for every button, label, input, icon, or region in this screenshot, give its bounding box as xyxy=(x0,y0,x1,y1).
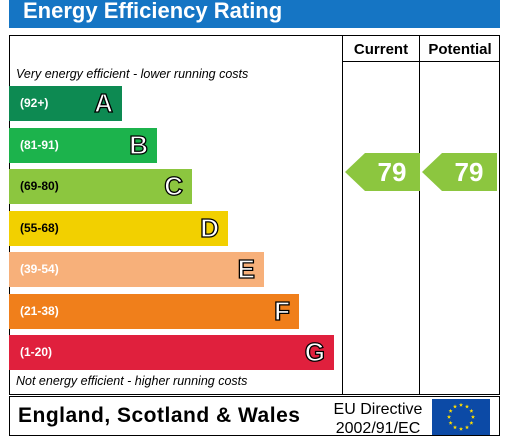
eu-directive: EU Directive 2002/91/EC xyxy=(330,400,426,438)
current-rating-value: 79 xyxy=(377,157,407,187)
eu-star-icon xyxy=(469,408,474,413)
rating-bar-range: (69-80) xyxy=(20,179,59,193)
rating-bar-letter: A xyxy=(94,87,114,118)
current-rating-pointer: 79 xyxy=(345,153,420,191)
eu-star-icon xyxy=(452,425,458,430)
eu-star-icon xyxy=(464,425,470,430)
eu-star-icon xyxy=(458,426,464,431)
rating-bar-letter: B xyxy=(129,129,149,160)
bottom-note: Not energy efficient - higher running co… xyxy=(16,374,248,388)
rating-bar-letter: G xyxy=(304,336,326,367)
rating-bar-range: (1-20) xyxy=(20,345,53,359)
header-underline xyxy=(343,61,500,62)
column-potential-header: Potential xyxy=(428,41,492,58)
rating-bar-letter: C xyxy=(164,170,184,201)
chart-title: Energy Efficiency Rating xyxy=(9,0,500,28)
eu-star-icon xyxy=(448,420,453,425)
rating-bar-g: (1-20) G xyxy=(9,335,334,370)
rating-bar-letter: F xyxy=(273,295,290,326)
rating-bar-range: (92+) xyxy=(20,96,49,110)
eu-directive-line1: EU Directive xyxy=(333,401,423,418)
rating-bar-b: (81-91) B xyxy=(9,127,157,163)
divider-current xyxy=(342,35,343,395)
rating-bar-range: (55-68) xyxy=(20,220,59,235)
eu-star-icon xyxy=(448,408,453,413)
divider-potential xyxy=(419,35,420,395)
potential-rating-pointer: 79 xyxy=(422,153,497,191)
eu-star-icon xyxy=(452,404,458,409)
eu-star-icon xyxy=(470,414,476,419)
rating-bar-range: (39-54) xyxy=(20,262,59,276)
rating-bar-d: (55-68) D xyxy=(9,210,228,246)
eu-stars xyxy=(446,402,476,431)
top-note: Very energy efficient - lower running co… xyxy=(16,67,249,81)
rating-bar-letter: E xyxy=(237,253,256,284)
pointer-arrow-shape xyxy=(422,153,497,191)
eu-flag-icon xyxy=(432,399,490,435)
eu-star-icon xyxy=(469,420,474,425)
eu-directive-line2: 2002/91/EC xyxy=(335,420,421,437)
eu-star-icon xyxy=(464,404,470,409)
potential-rating-value: 79 xyxy=(454,157,484,187)
rating-bar-e: (39-54) E xyxy=(9,252,264,287)
rating-bar-range: (21-38) xyxy=(20,303,59,318)
column-current-header: Current xyxy=(353,41,409,58)
rating-bar-letter: D xyxy=(200,212,220,243)
rating-bar-a: (92+) A xyxy=(9,86,122,121)
rating-bar-c: (69-80) C xyxy=(9,169,192,204)
pointer-arrow-shape xyxy=(345,153,420,191)
rating-bar-range: (81-91) xyxy=(20,137,59,152)
region-label: England, Scotland & Wales xyxy=(18,404,301,427)
eu-star-icon xyxy=(446,414,452,419)
eu-star-icon xyxy=(458,402,464,407)
rating-bar-f: (21-38) F xyxy=(9,293,299,329)
